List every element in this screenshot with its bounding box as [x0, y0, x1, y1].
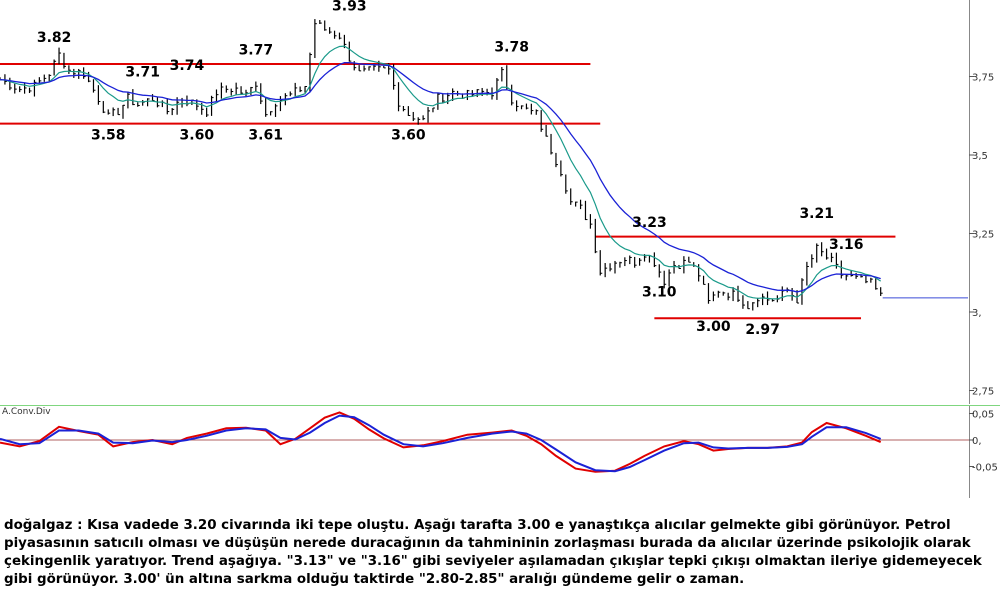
indicator-axis-label: -0,05	[972, 463, 998, 474]
price-annotation: 2.97	[745, 322, 780, 338]
price-annotation: 3.60	[391, 127, 426, 143]
price-axis-label: 3,5	[972, 151, 988, 162]
indicator-axis-label: 0,05	[972, 410, 994, 421]
price-annotation: 3.93	[332, 0, 367, 15]
chart-canvas: 3,75 3,5 3,25 3, 2,75 3.82 3.58 3.71 3.74 3.60 3.7…	[0, 0, 1000, 498]
price-annotation: 3.77	[239, 43, 274, 59]
price-annotation: 3.82	[37, 30, 72, 46]
price-annotation: 3.74	[170, 58, 205, 74]
price-annotation: 3.71	[125, 65, 160, 81]
price-axis-label: 2,75	[972, 387, 994, 398]
price-annotation: 3.61	[248, 127, 283, 143]
price-annotation: 3.10	[642, 284, 677, 300]
price-axis-label: 3,75	[972, 73, 994, 84]
price-annotation: 3.58	[91, 127, 126, 143]
price-annotation: 3.78	[494, 39, 529, 55]
price-chart: 3,75 3,5 3,25 3, 2,75 3.82 3.58 3.71 3.74 3.60 3.7…	[0, 0, 1000, 498]
signal-line	[0, 414, 882, 473]
price-annotation: 3.16	[829, 237, 864, 253]
ma-fast-line	[0, 45, 882, 300]
price-annotation: 3.00	[696, 319, 731, 335]
commentary-text: doğalgaz : Kısa vadede 3.20 civarında ik…	[4, 518, 982, 587]
price-annotation: 3.60	[180, 127, 215, 143]
price-axis-label: 3,	[972, 308, 982, 319]
ma-slow-line	[0, 61, 881, 293]
price-annotation: 3.21	[799, 206, 834, 222]
price-axis-label: 3,25	[972, 230, 994, 241]
macd-line	[0, 411, 882, 473]
indicator-axis-label: 0,	[972, 436, 982, 447]
price-annotation: 3.23	[632, 215, 667, 231]
indicator-title: A.Conv.Div	[2, 407, 51, 417]
price-panel: 3,75 3,5 3,25 3, 2,75 3.82 3.58 3.71 3.74 3.60 3.7…	[0, 0, 994, 404]
indicator-panel: 0,05 0, -0,05	[0, 406, 998, 498]
